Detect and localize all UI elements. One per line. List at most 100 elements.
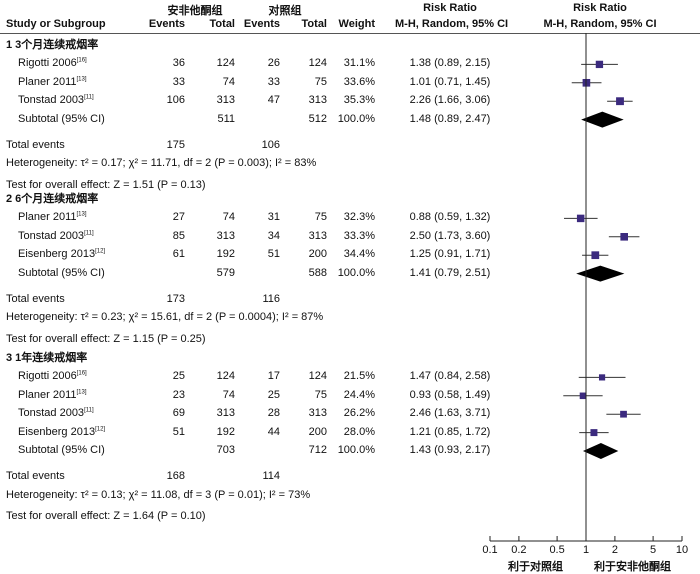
heterogeneity-text: Heterogeneity: τ² = 0.13; χ² = 11.08, df…: [6, 488, 311, 501]
ci-cell: 1.25 (0.91, 1.71): [409, 248, 491, 261]
ci-cell: 2.46 (1.63, 3.71): [409, 407, 491, 420]
x-tick-label: 0.2: [511, 544, 526, 556]
col-total2: Total: [301, 18, 327, 30]
weight-cell: 34.4%: [343, 248, 375, 261]
weight-cell: 28.0%: [343, 425, 375, 438]
total-events1: 175: [166, 139, 185, 151]
axis-label-right: 利于安非他酮组: [594, 561, 671, 573]
ci-cell: 2.50 (1.73, 3.60): [409, 229, 491, 242]
subtotal-total2: 512: [308, 112, 327, 125]
subtotal-weight: 100.0%: [337, 266, 375, 279]
effect-square: [595, 60, 604, 69]
ci-cell: 2.26 (1.66, 3.06): [409, 94, 491, 107]
study-name: Rigotti 2006[16]: [18, 57, 87, 70]
events1-cell: 25: [172, 370, 185, 383]
overall-effect-text: Test for overall effect: Z = 1.15 (P = 0…: [6, 332, 206, 345]
events2-cell: 25: [267, 388, 280, 401]
subtotal-weight: 100.0%: [337, 112, 375, 125]
weight-cell: 26.2%: [343, 407, 375, 420]
ci-cell: 1.21 (0.85, 1.72): [409, 425, 491, 438]
study-name: Tonstad 2003[11]: [18, 94, 94, 107]
col-events2: Events: [243, 18, 280, 30]
total1-cell: 313: [216, 407, 235, 420]
total-events-label: Total events: [6, 139, 65, 151]
events2-cell: 17: [267, 370, 280, 383]
weight-cell: 33.6%: [343, 75, 375, 88]
subtotal-ci: 1.43 (0.93, 2.17): [409, 444, 491, 456]
rr2-sub: M-H, Random, 95% CI: [543, 18, 657, 30]
heterogeneity-text: Heterogeneity: τ² = 0.17; χ² = 11.71, df…: [6, 157, 317, 170]
col-study: Study or Subgroup: [6, 18, 106, 30]
events2-cell: 51: [267, 248, 280, 261]
events1-cell: 69: [172, 407, 185, 420]
group1-header: 安非他酮组: [167, 5, 223, 17]
weight-cell: 21.5%: [343, 370, 375, 383]
subtotal-label: Subtotal (95% CI): [18, 444, 105, 456]
ci-cell: 0.88 (0.59, 1.32): [409, 211, 491, 224]
total1-cell: 313: [216, 229, 235, 242]
study-name: Eisenberg 2013[12]: [18, 425, 106, 438]
events2-cell: 33: [267, 75, 280, 88]
total2-cell: 124: [308, 57, 327, 70]
weight-cell: 35.3%: [343, 94, 375, 107]
study-ref: [16]: [76, 57, 87, 64]
col-total1: Total: [209, 18, 235, 30]
effect-square: [576, 214, 585, 223]
ci-cell: 1.01 (0.71, 1.45): [409, 75, 491, 88]
events2-cell: 26: [267, 57, 280, 70]
weight-cell: 24.4%: [343, 388, 375, 401]
subtotal-diamond: [582, 443, 619, 459]
total1-cell: 124: [216, 370, 235, 383]
events2-cell: 44: [267, 425, 280, 438]
total1-cell: 74: [222, 388, 235, 401]
events2-cell: 28: [267, 407, 280, 420]
overall-effect-text: Test for overall effect: Z = 1.51 (P = 0…: [6, 178, 206, 191]
study-name: Planer 2011[13]: [18, 211, 87, 224]
subgroup-title: 2 6个月连续戒烟率: [6, 193, 99, 205]
events1-cell: 51: [172, 425, 185, 438]
weight-cell: 33.3%: [343, 229, 375, 242]
x-tick-label: 1: [583, 544, 589, 556]
rr1-sub: M-H, Random, 95% CI: [395, 18, 509, 30]
total2-cell: 313: [308, 229, 327, 242]
total-events1: 173: [166, 293, 185, 305]
study-name: Tonstad 2003[11]: [18, 229, 94, 242]
group2-header: 对照组: [268, 5, 302, 17]
axis-label-left: 利于对照组: [508, 561, 563, 573]
total1-cell: 192: [216, 248, 235, 261]
subtotal-diamond: [581, 111, 624, 128]
study-name: Rigotti 2006[16]: [18, 370, 87, 383]
subtotal-ci: 1.48 (0.89, 2.47): [409, 112, 491, 125]
events1-cell: 27: [172, 211, 185, 224]
study-ref: [11]: [84, 94, 94, 101]
subgroup-title: 3 1年连续戒烟率: [6, 352, 88, 364]
events1-cell: 33: [172, 75, 185, 88]
study-name: Planer 2011[13]: [18, 388, 87, 401]
study-ref: [12]: [95, 425, 106, 432]
effect-square: [616, 97, 624, 106]
total2-cell: 124: [308, 370, 327, 383]
effect-square: [620, 233, 629, 241]
subtotal-diamond: [576, 265, 625, 282]
effect-square: [620, 410, 627, 418]
events1-cell: 106: [166, 94, 185, 107]
events1-cell: 23: [172, 388, 185, 401]
total2-cell: 313: [308, 407, 327, 420]
events2-cell: 47: [267, 94, 280, 107]
study-ref: [11]: [84, 407, 94, 414]
effect-square: [598, 374, 606, 381]
study-ref: [13]: [76, 211, 87, 218]
ci-cell: 0.93 (0.58, 1.49): [409, 388, 491, 401]
subtotal-total1: 579: [216, 266, 235, 279]
study-name: Tonstad 2003[11]: [18, 407, 94, 420]
total1-cell: 74: [222, 211, 235, 224]
subtotal-total1: 511: [217, 112, 235, 125]
study-ref: [16]: [76, 370, 87, 377]
effect-square: [579, 392, 587, 400]
total-events-label: Total events: [6, 293, 65, 305]
total2-cell: 200: [308, 425, 327, 438]
study-ref: [13]: [76, 76, 87, 83]
events2-cell: 34: [267, 229, 280, 242]
total-events2: 114: [262, 470, 280, 483]
